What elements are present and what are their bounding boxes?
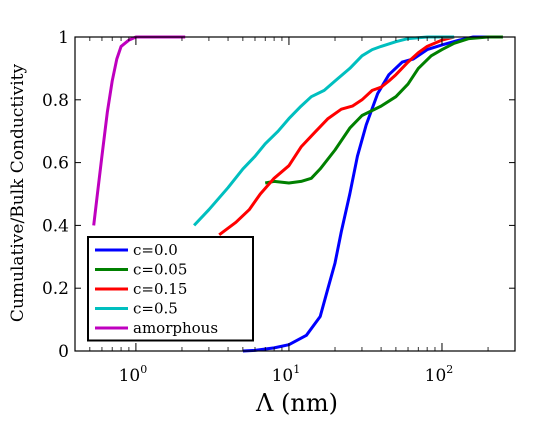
legend-label: amorphous	[133, 319, 218, 337]
axes-frame	[74, 36, 516, 352]
legend-label: c=0.5	[133, 300, 178, 318]
legend-label: c=0.0	[133, 241, 178, 259]
series-layer	[92, 35, 503, 353]
y-tick-label: 0.8	[42, 91, 69, 111]
legend-label: c=0.15	[133, 280, 187, 298]
axes-layer: 0 0.2 0.4 0.6 0.8 1 100 101 102	[42, 28, 516, 386]
y-tick-label: 1	[58, 28, 69, 48]
x-axis-title: Λ (nm)	[255, 389, 338, 417]
x-tick-label: 101	[272, 363, 301, 386]
y-tick-label: 0.6	[42, 154, 69, 174]
x-tick-label: 102	[425, 363, 454, 386]
y-tick-label: 0.4	[42, 216, 69, 236]
y-axis-title: Cumulative/Bulk Conductivity	[8, 64, 28, 323]
series-line-3	[193, 35, 455, 227]
y-tick-label: 0.2	[42, 279, 69, 299]
x-minor-ticks	[74, 37, 516, 351]
legend-label: c=0.05	[133, 261, 187, 279]
series-line-0	[242, 35, 489, 353]
series-line-1	[264, 35, 503, 185]
series-line-2	[218, 35, 455, 237]
x-tick-label: 100	[119, 363, 148, 386]
y-tick-label: 0	[58, 342, 69, 362]
